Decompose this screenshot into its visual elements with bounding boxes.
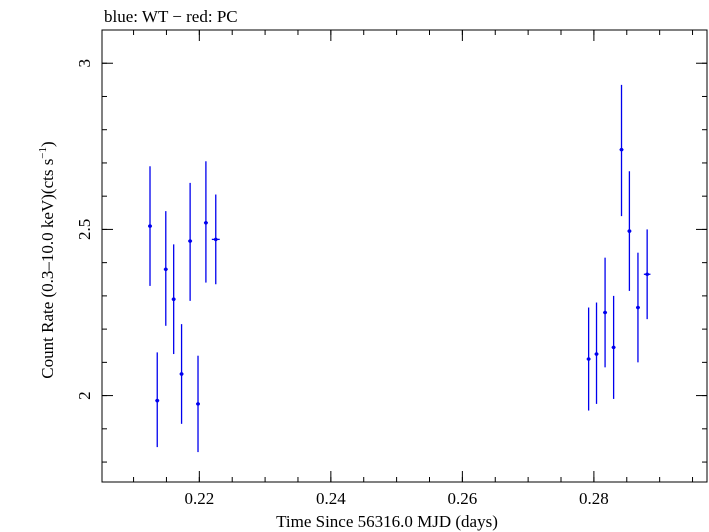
y-axis-label-close: ) — [38, 141, 57, 147]
y-tick-label: 2.5 — [75, 219, 94, 240]
point-marker — [171, 297, 176, 302]
axis-ticks — [102, 29, 707, 482]
x-tick-label: 0.22 — [184, 489, 214, 508]
point-marker — [188, 239, 192, 243]
y-tick-label: 2 — [75, 391, 94, 400]
y-axis-label-main: Count Rate (0.3–10.0 keV)(cts s — [38, 159, 57, 379]
x-tick-label: 0.28 — [579, 489, 609, 508]
data-point — [163, 211, 168, 326]
point-marker — [213, 237, 218, 242]
y-tick-label: 3 — [75, 59, 94, 67]
data-point — [155, 352, 160, 448]
data-point — [586, 307, 591, 411]
data-point — [196, 355, 200, 453]
data-point — [627, 171, 632, 291]
point-marker — [586, 357, 591, 361]
data-point — [635, 252, 640, 363]
point-marker — [163, 267, 168, 272]
data-point — [188, 182, 193, 301]
x-tick-label: 0.26 — [447, 489, 477, 508]
y-axis-label-superscript: −1 — [37, 147, 49, 159]
point-marker — [179, 372, 184, 376]
point-marker — [611, 345, 616, 350]
data-point — [148, 166, 152, 286]
point-marker — [619, 147, 624, 152]
chart-title: blue: WT − red: PC — [104, 7, 238, 26]
point-marker — [603, 310, 607, 315]
x-axis-label: Time Since 56316.0 MJD (days) — [276, 512, 498, 531]
x-tick-label: 0.24 — [316, 489, 346, 508]
point-marker — [594, 352, 599, 356]
data-point — [179, 324, 184, 424]
data-point — [611, 295, 616, 399]
point-marker — [196, 402, 200, 406]
data-point — [594, 302, 599, 404]
point-marker — [627, 229, 632, 233]
data-point — [203, 161, 208, 283]
data-point — [603, 257, 608, 368]
point-marker — [155, 398, 160, 403]
point-marker — [148, 224, 152, 228]
data-point — [171, 244, 176, 355]
point-marker — [636, 305, 640, 310]
point-marker — [645, 272, 649, 277]
data-points — [148, 84, 651, 453]
data-point — [211, 194, 220, 285]
data-point — [619, 84, 624, 217]
y-axis-label: Count Rate (0.3–10.0 keV)(cts s−1) — [37, 141, 57, 378]
point-marker — [204, 220, 208, 225]
data-point — [643, 229, 651, 320]
axis-tick-labels: 0.22 0.24 0.26 0.28 2 2.5 3 — [75, 59, 609, 508]
plot-frame — [101, 29, 708, 483]
